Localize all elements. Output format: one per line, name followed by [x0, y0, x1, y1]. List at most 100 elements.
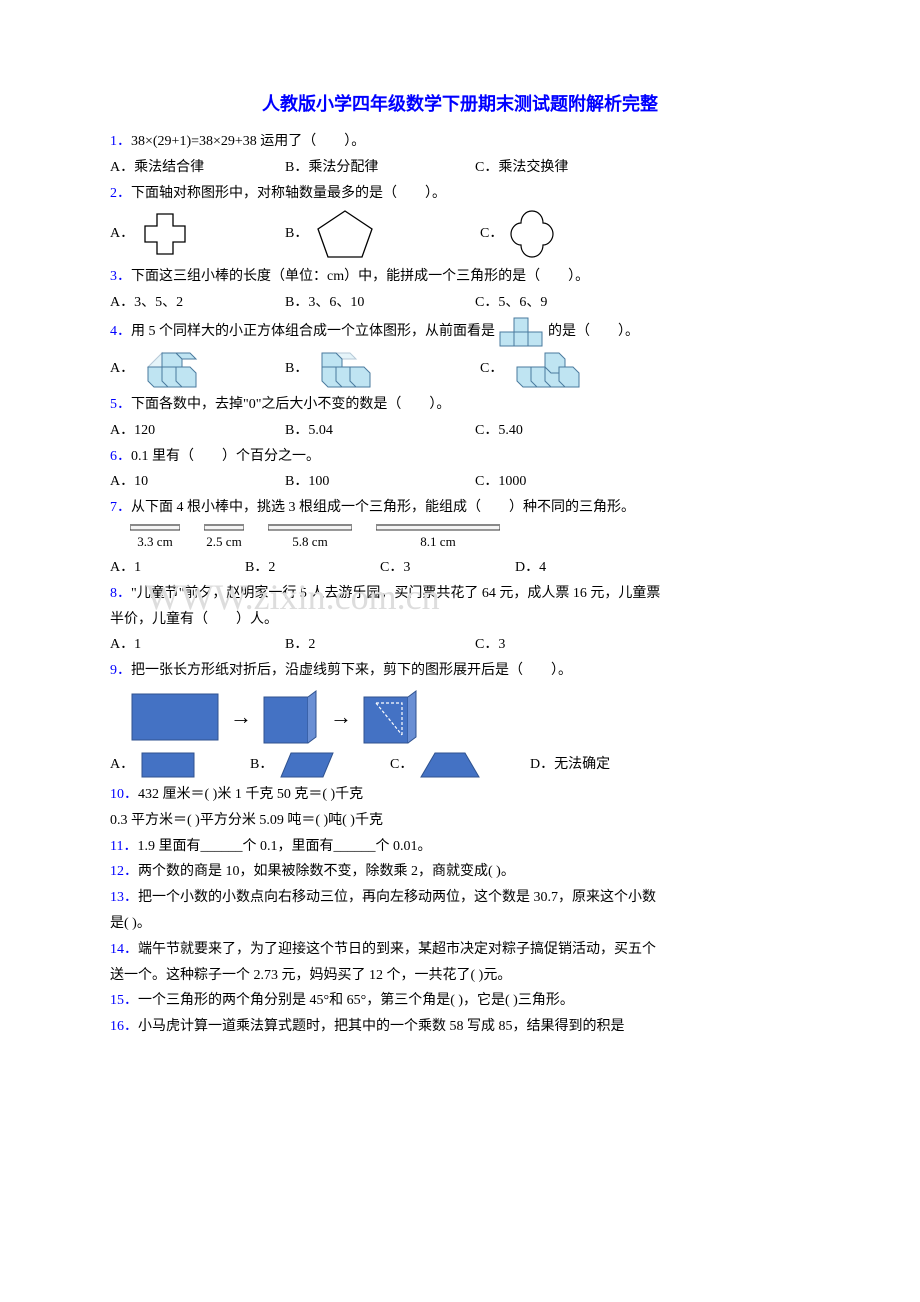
q8-opt-b: B．2 [285, 633, 475, 657]
q14-line1: 14．端午节就要来了，为了迎接这个节日的到来，某超市决定对粽子搞促销活动，买五个 [110, 938, 810, 962]
q7-options: A．1 B．2 C．3 D．4 [110, 556, 810, 580]
q6-opt-a: A．10 [110, 470, 285, 494]
q5-opt-c: C．5.40 [475, 419, 650, 443]
q15-text: 15．一个三角形的两个角分别是 45°和 65°，第三个角是( )，它是( )三… [110, 989, 810, 1013]
q2-body: 下面轴对称图形中，对称轴数量最多的是（ ）。 [131, 186, 446, 201]
ruler-icon [268, 524, 352, 532]
q10-num: 10． [110, 787, 138, 802]
ruler-label: 3.3 cm [137, 534, 172, 550]
q8-line2: 半价，儿童有（ ）人。 [110, 608, 810, 632]
q7-body: 从下面 4 根小棒中，挑选 3 根组成一个三角形，能组成（ ）种不同的三角形。 [131, 500, 635, 515]
q6-options: A．10 B．100 C．1000 [110, 470, 810, 494]
q14-line2: 送一个。这种粽子一个 2.73 元，妈妈买了 12 个，一共花了( )元。 [110, 964, 810, 988]
q8-body1: "儿童节"前夕，赵明家一行 5 人去游乐园，买门票共花了 64 元，成人票 16… [131, 586, 660, 601]
q7-opt-d: D．4 [515, 556, 650, 580]
q3-opt-b: B．3、6、10 [285, 291, 475, 315]
trapezoid-icon [419, 751, 481, 779]
ruler-icon [376, 524, 500, 532]
q4-body-before: 用 5 个同样大的小正方体组合成一个立体图形，从前面看是 [131, 324, 495, 339]
parallelogram-icon [279, 751, 335, 779]
cross-shape-icon [140, 209, 190, 259]
q13-num: 13． [110, 890, 138, 905]
page-title: 人教版小学四年级数学下册期末测试题附解析完整 [110, 90, 810, 116]
q9-num: 9． [110, 663, 131, 678]
q5-num: 5． [110, 397, 131, 412]
rectangle-icon [140, 751, 196, 779]
q12-body: 两个数的商是 10，如果被除数不变，除数乘 2，商就变成( )。 [138, 864, 515, 879]
q1-opt-c: C．乘法交换律 [475, 156, 650, 180]
q15-num: 15． [110, 993, 138, 1008]
q1-options: A．乘法结合律 B．乘法分配律 C．乘法交换律 [110, 156, 810, 180]
q9-opt-c-label: C． [390, 753, 413, 777]
q4-opt-c-label: C． [480, 357, 503, 381]
q9-opt-b-label: B． [250, 753, 273, 777]
q9-opt-a-label: A． [110, 753, 134, 777]
rect-fold2-icon [362, 689, 420, 745]
q2-opt-c-label: C． [480, 222, 503, 246]
q5-options: A．120 B．5.04 C．5.40 [110, 419, 810, 443]
q9-diagram: → → [130, 689, 810, 745]
q10-body1: 432 厘米＝( )米 1 千克 50 克＝( )千克 [138, 787, 363, 802]
q15-body: 一个三角形的两个角分别是 45°和 65°，第三个角是( )，它是( )三角形。 [138, 993, 574, 1008]
ruler-cell: 2.5 cm [204, 524, 244, 550]
q3-opt-a: A．3、5、2 [110, 291, 285, 315]
q9-body: 把一张长方形纸对折后，沿虚线剪下来，剪下的图形展开后是（ ）。 [131, 663, 572, 678]
q2-num: 2． [110, 186, 131, 201]
q5-opt-a: A．120 [110, 419, 285, 443]
q2-opt-a-label: A． [110, 222, 134, 246]
q16-num: 16． [110, 1019, 138, 1034]
q7-text: 7．从下面 4 根小棒中，挑选 3 根组成一个三角形，能组成（ ）种不同的三角形… [110, 496, 810, 520]
q11-text: 11．1.9 里面有______个 0.1，里面有______个 0.01。 [110, 835, 810, 859]
q7-rulers: 3.3 cm 2.5 cm 5.8 cm 8.1 cm [130, 524, 810, 550]
q2-options: A． B． C． [110, 207, 810, 261]
ruler-cell: 3.3 cm [130, 524, 180, 550]
q7-opt-a: A．1 [110, 556, 245, 580]
q9-opt-d: D．无法确定 [530, 753, 610, 777]
ruler-label: 2.5 cm [206, 534, 241, 550]
ruler-cell: 5.8 cm [268, 524, 352, 550]
q1-text: 1．38×(29+1)=38×29+38 运用了（ ）。 [110, 130, 810, 154]
q8-num: 8． [110, 586, 131, 601]
ruler-icon [130, 524, 180, 532]
q9-text: 9．把一张长方形纸对折后，沿虚线剪下来，剪下的图形展开后是（ ）。 [110, 659, 810, 683]
q4-opt-a-label: A． [110, 357, 134, 381]
q3-num: 3． [110, 269, 131, 284]
q1-body: 38×(29+1)=38×29+38 运用了（ ）。 [131, 134, 365, 149]
ruler-label: 5.8 cm [292, 534, 327, 550]
q12-text: 12．两个数的商是 10，如果被除数不变，除数乘 2，商就变成( )。 [110, 860, 810, 884]
q2-text: 2．下面轴对称图形中，对称轴数量最多的是（ ）。 [110, 182, 810, 206]
q5-text: 5．下面各数中，去掉"0"之后大小不变的数是（ ）。 [110, 393, 810, 417]
q5-body: 下面各数中，去掉"0"之后大小不变的数是（ ）。 [131, 397, 450, 412]
q16-text: 16．小马虎计算一道乘法算式题时，把其中的一个乘数 58 写成 85，结果得到的… [110, 1015, 810, 1039]
q8-line1: 8．"儿童节"前夕，赵明家一行 5 人去游乐园，买门票共花了 64 元，成人票 … [110, 582, 810, 606]
q13-body1: 把一个小数的小数点向右移动三位，再向左移动两位，这个数是 30.7，原来这个小数 [138, 890, 656, 905]
q8-options: A．1 B．2 C．3 [110, 633, 810, 657]
cubes-a-icon [140, 349, 204, 389]
q6-body: 0.1 里有（ ）个百分之一。 [131, 449, 320, 464]
q7-opt-b: B．2 [245, 556, 380, 580]
q8-opt-c: C．3 [475, 633, 650, 657]
q1-opt-a: A．乘法结合律 [110, 156, 285, 180]
q11-num: 11． [110, 839, 137, 854]
q2-opt-b-label: B． [285, 222, 308, 246]
q8-opt-a: A．1 [110, 633, 285, 657]
q3-body: 下面这三组小棒的长度（单位：cm）中，能拼成一个三角形的是（ ）。 [131, 269, 589, 284]
arrow-icon: → [230, 704, 252, 730]
q6-opt-c: C．1000 [475, 470, 650, 494]
ruler-icon [204, 524, 244, 532]
q4-num: 4． [110, 324, 131, 339]
q4-options: A． B． [110, 349, 810, 389]
arrow-icon: → [330, 704, 352, 730]
q3-opt-c: C．5、6、9 [475, 291, 650, 315]
q6-text: 6．0.1 里有（ ）个百分之一。 [110, 445, 810, 469]
front-view-icon [499, 317, 545, 347]
q13-line1: 13．把一个小数的小数点向右移动三位，再向左移动两位，这个数是 30.7，原来这… [110, 886, 810, 910]
q3-text: 3．下面这三组小棒的长度（单位：cm）中，能拼成一个三角形的是（ ）。 [110, 265, 810, 289]
rect-fold1-icon [262, 689, 320, 745]
pentagon-icon [314, 207, 376, 261]
quatrefoil-icon [509, 207, 555, 261]
q7-num: 7． [110, 500, 131, 515]
q3-options: A．3、5、2 B．3、6、10 C．5、6、9 [110, 291, 810, 315]
q1-opt-b: B．乘法分配律 [285, 156, 475, 180]
ruler-cell: 8.1 cm [376, 524, 500, 550]
